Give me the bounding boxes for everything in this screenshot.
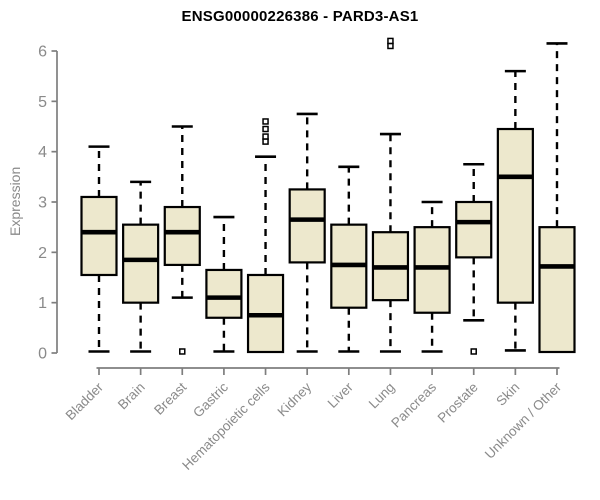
x-tick-label-brain: Brain	[115, 380, 148, 413]
x-tick-label-skin: Skin	[493, 380, 522, 409]
outlier-point	[387, 37, 394, 45]
outlier-point	[470, 348, 477, 355]
x-tick-label-pancreas: Pancreas	[388, 379, 439, 430]
outlier-point	[262, 133, 269, 140]
y-tick-label: 2	[38, 245, 47, 262]
outlier-point	[262, 125, 269, 133]
box-breast	[163, 125, 201, 355]
box-skin	[496, 69, 534, 352]
x-tick-label-kidney: Kidney	[275, 379, 315, 419]
box-gastric	[205, 215, 243, 353]
x-tick-label-prostate: Prostate	[435, 380, 481, 426]
outlier-point	[179, 348, 186, 355]
box-hematopoietic-cells	[246, 118, 285, 354]
box-prostate	[455, 162, 493, 355]
y-tick-label: 1	[38, 295, 47, 312]
x-tick-label-bladder: Bladder	[63, 379, 107, 423]
outlier-point	[387, 42, 394, 50]
x-tick-label-liver: Liver	[325, 379, 357, 411]
outlier-point	[262, 118, 269, 125]
x-tick-label-lung: Lung	[366, 380, 398, 412]
y-tick-label: 4	[38, 144, 47, 161]
y-tick-label: 0	[38, 346, 47, 363]
y-tick-label: 3	[38, 195, 47, 212]
box-pancreas	[413, 200, 451, 353]
box-lung	[371, 37, 410, 353]
x-tick-label-unknown-other: Unknown / Other	[482, 379, 565, 462]
box-bladder	[80, 145, 118, 353]
y-tick-label: 5	[38, 94, 47, 111]
y-axis: 0 1 2 3 4 5 6	[38, 44, 58, 363]
x-tick-label-breast: Breast	[151, 379, 189, 417]
box-brain	[122, 180, 160, 353]
box-kidney	[288, 112, 326, 353]
y-tick-label: 6	[38, 44, 47, 61]
box-liver	[330, 165, 368, 353]
chart-title: ENSG00000226386 - PARD3-AS1	[181, 8, 419, 25]
outlier-point	[262, 138, 269, 145]
x-tick-label-gastric: Gastric	[190, 379, 231, 420]
box-unknown-other	[538, 42, 576, 354]
